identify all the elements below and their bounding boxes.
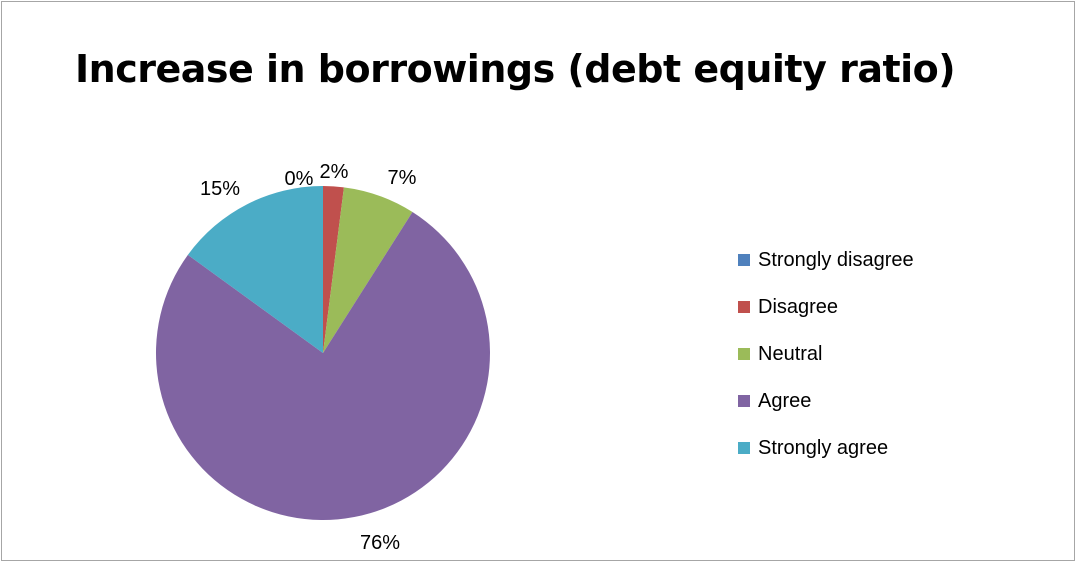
chart-title: Increase in borrowings (debt equity rati…	[75, 47, 956, 91]
legend-label-strongly-agree: Strongly agree	[758, 437, 889, 459]
legend-label-strongly-disagree: Strongly disagree	[758, 249, 914, 271]
legend-label-disagree: Disagree	[758, 296, 839, 318]
legend-label-neutral: Neutral	[758, 343, 823, 365]
legend-swatch-agree	[738, 395, 750, 407]
data-label-strongly-disagree: 0%	[285, 168, 314, 190]
data-label-agree: 76%	[360, 532, 400, 554]
data-label-strongly-agree: 15%	[200, 178, 240, 200]
pie-slice-strongly-agree	[187, 186, 323, 353]
data-label-disagree: 2%	[320, 161, 349, 183]
pie-slice-disagree	[323, 186, 344, 353]
pie-slices	[155, 186, 490, 521]
pie-slice-agree	[155, 212, 490, 521]
legend-swatch-strongly-agree	[738, 442, 750, 454]
legend-swatch-strongly-disagree	[738, 254, 750, 266]
data-label-neutral: 7%	[388, 167, 417, 189]
legend-swatch-neutral	[738, 348, 750, 360]
legend-swatch-disagree	[738, 301, 750, 313]
pie-slice-neutral	[323, 187, 413, 353]
legend-label-agree: Agree	[758, 390, 812, 412]
